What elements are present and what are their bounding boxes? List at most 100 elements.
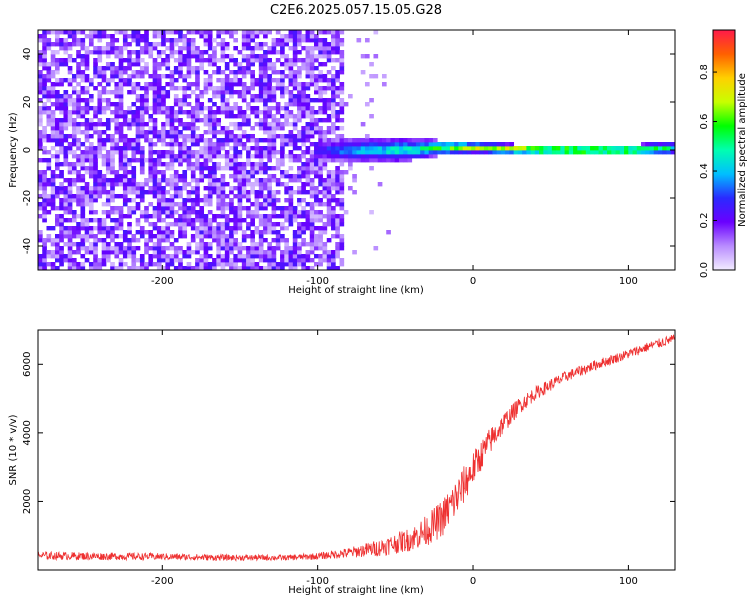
spectrogram-cell [80, 190, 86, 195]
spectrogram-cell [309, 62, 315, 67]
spectrogram-cell [335, 202, 340, 207]
spectrogram-cell [118, 50, 124, 55]
spectrogram-cell [67, 250, 73, 255]
spectrogram-cell [326, 218, 332, 223]
spectrogram-cell [386, 150, 391, 155]
spectrogram-cell [212, 62, 217, 67]
spectrogram-cell [331, 170, 336, 175]
spectrogram-cell [318, 70, 323, 75]
spectrogram-cell [54, 222, 60, 227]
spectrogram-cell [97, 70, 103, 75]
spectrogram-cell [369, 62, 374, 67]
spectrogram-cell [203, 198, 209, 203]
spectrogram-cell [156, 202, 162, 207]
spectrogram-cell [76, 190, 81, 195]
spectrogram-cell [530, 150, 536, 155]
spectrogram-cell [122, 82, 128, 87]
spectrogram-cell [309, 258, 315, 263]
spectrogram-cell [173, 246, 179, 251]
spectrogram-cell [76, 194, 81, 199]
spectrogram-cell [54, 130, 60, 135]
spectrogram-cell [250, 58, 255, 63]
spectrogram-cell [195, 78, 200, 83]
spectrogram-cell [67, 194, 73, 199]
spectrogram-cell [76, 106, 81, 111]
spectrogram-cell [63, 58, 69, 63]
spectrogram-cell [271, 50, 277, 55]
spectrogram-cell [288, 190, 294, 195]
spectrogram-cell [67, 34, 73, 39]
spectrogram-cell [254, 46, 260, 51]
spectrogram-cell [190, 162, 196, 167]
spectrogram-cell [305, 150, 311, 155]
spectrogram-cell [203, 218, 209, 223]
spectrogram-cell [114, 182, 120, 187]
spectrogram-cell [186, 58, 192, 63]
spectrogram-cell [199, 266, 205, 271]
spectrogram-cell [424, 138, 430, 143]
spectrogram-cell [585, 150, 591, 155]
spectrogram-cell [114, 30, 120, 35]
spectrogram-cell [263, 98, 268, 103]
spectrogram-cell [173, 238, 179, 243]
spectrogram-cell [71, 58, 77, 63]
spectrogram-cell [101, 190, 107, 195]
spectrogram-cell [649, 150, 655, 155]
spectrogram-cell [59, 106, 64, 111]
spectrogram-cell [195, 66, 200, 71]
spectrogram-cell [152, 222, 158, 227]
spectrogram-cell [38, 34, 43, 39]
spectrogram-cell [322, 46, 328, 51]
spectrogram-cell [275, 190, 281, 195]
spectrogram-cell [301, 138, 306, 143]
spectrogram-cell [280, 150, 285, 155]
spectrogram-cell [114, 218, 120, 223]
spectrogram-cell [288, 102, 294, 107]
spectrogram-cell [292, 234, 298, 239]
spectrogram-cell [195, 178, 200, 183]
spectrogram-cell [288, 174, 294, 179]
spectrogram-cell [42, 94, 47, 99]
spectrogram-cell [190, 202, 196, 207]
spectrogram-cell [63, 118, 69, 123]
spectrogram-cell [38, 86, 43, 91]
spectrogram-cell [280, 42, 285, 47]
spectrogram-cell [229, 246, 234, 251]
spectrogram-cell [267, 46, 272, 51]
spectrogram-cell [267, 146, 272, 151]
spectrogram-cell [297, 178, 302, 183]
spectrogram-cell [148, 46, 154, 51]
spectrogram-cell [114, 150, 120, 155]
spectrogram-cell [67, 246, 73, 251]
spectrogram-cell [71, 138, 77, 143]
spectrogram-cell [135, 30, 141, 35]
spectrogram-cell [258, 30, 264, 35]
spectrogram-cell [301, 34, 306, 39]
spectrogram-cell [212, 170, 217, 175]
spectrogram-cell [59, 202, 64, 207]
spectrogram-cell [50, 198, 56, 203]
spectrogram-cell [339, 146, 345, 151]
spectrogram-cell [284, 174, 289, 179]
spectrogram-cell [156, 210, 162, 215]
spectrogram-cell [309, 230, 315, 235]
spectrogram-cell [42, 246, 47, 251]
spectrogram-cell [42, 66, 47, 71]
spectrogram-cell [318, 98, 323, 103]
spectrogram-cell [339, 42, 345, 47]
spectrogram-cell [135, 34, 141, 39]
spectrogram-cell [233, 206, 238, 211]
spectrogram-cell [97, 178, 103, 183]
spectrogram-cell [275, 110, 281, 115]
spectrogram-cell [110, 146, 115, 151]
spectrogram-cell [127, 182, 132, 187]
spectrogram-cell [335, 90, 340, 95]
spectrogram-cell [54, 238, 60, 243]
spectrogram-cell [54, 102, 60, 107]
spectrogram-cell [144, 246, 149, 251]
spectrogram-cell [144, 94, 149, 99]
spectrogram-cell [169, 122, 175, 127]
spectrogram-cell [131, 206, 137, 211]
spectrogram-cell [343, 158, 349, 163]
spectrogram-cell [309, 110, 315, 115]
